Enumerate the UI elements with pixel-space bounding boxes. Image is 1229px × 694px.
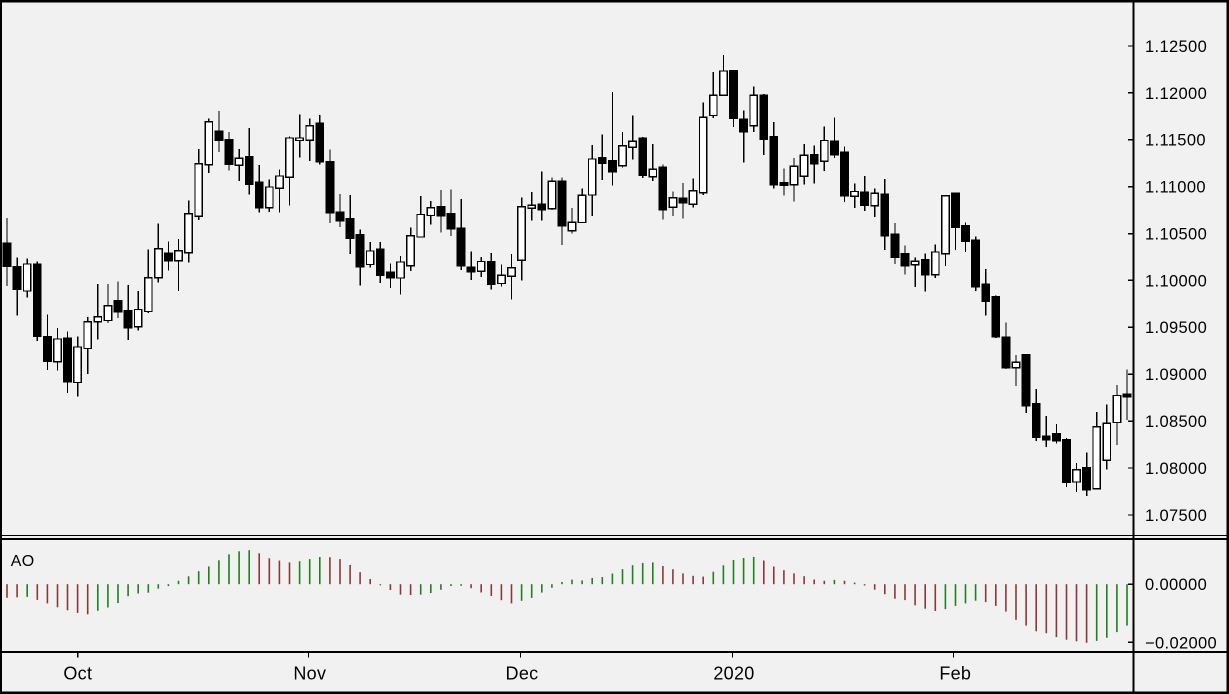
svg-text:Oct: Oct	[63, 664, 92, 684]
svg-text:−0.02000: −0.02000	[1145, 634, 1217, 652]
svg-text:1.10000: 1.10000	[1145, 272, 1207, 290]
svg-text:Nov: Nov	[293, 664, 326, 684]
svg-text:1.10500: 1.10500	[1145, 226, 1207, 244]
svg-text:1.09500: 1.09500	[1145, 319, 1207, 337]
svg-text:1.12000: 1.12000	[1145, 85, 1207, 103]
svg-text:1.07500: 1.07500	[1145, 507, 1207, 525]
svg-text:Feb: Feb	[939, 664, 971, 684]
svg-text:2020: 2020	[713, 664, 754, 684]
svg-text:1.12500: 1.12500	[1145, 38, 1207, 56]
svg-text:Dec: Dec	[506, 664, 539, 684]
svg-text:AO: AO	[11, 553, 35, 570]
svg-text:1.09000: 1.09000	[1145, 366, 1207, 384]
svg-text:0.00000: 0.00000	[1145, 576, 1207, 594]
svg-text:1.11500: 1.11500	[1145, 132, 1206, 150]
svg-text:1.11000: 1.11000	[1145, 179, 1206, 197]
svg-text:1.08000: 1.08000	[1145, 460, 1207, 478]
svg-text:1.08500: 1.08500	[1145, 413, 1207, 431]
